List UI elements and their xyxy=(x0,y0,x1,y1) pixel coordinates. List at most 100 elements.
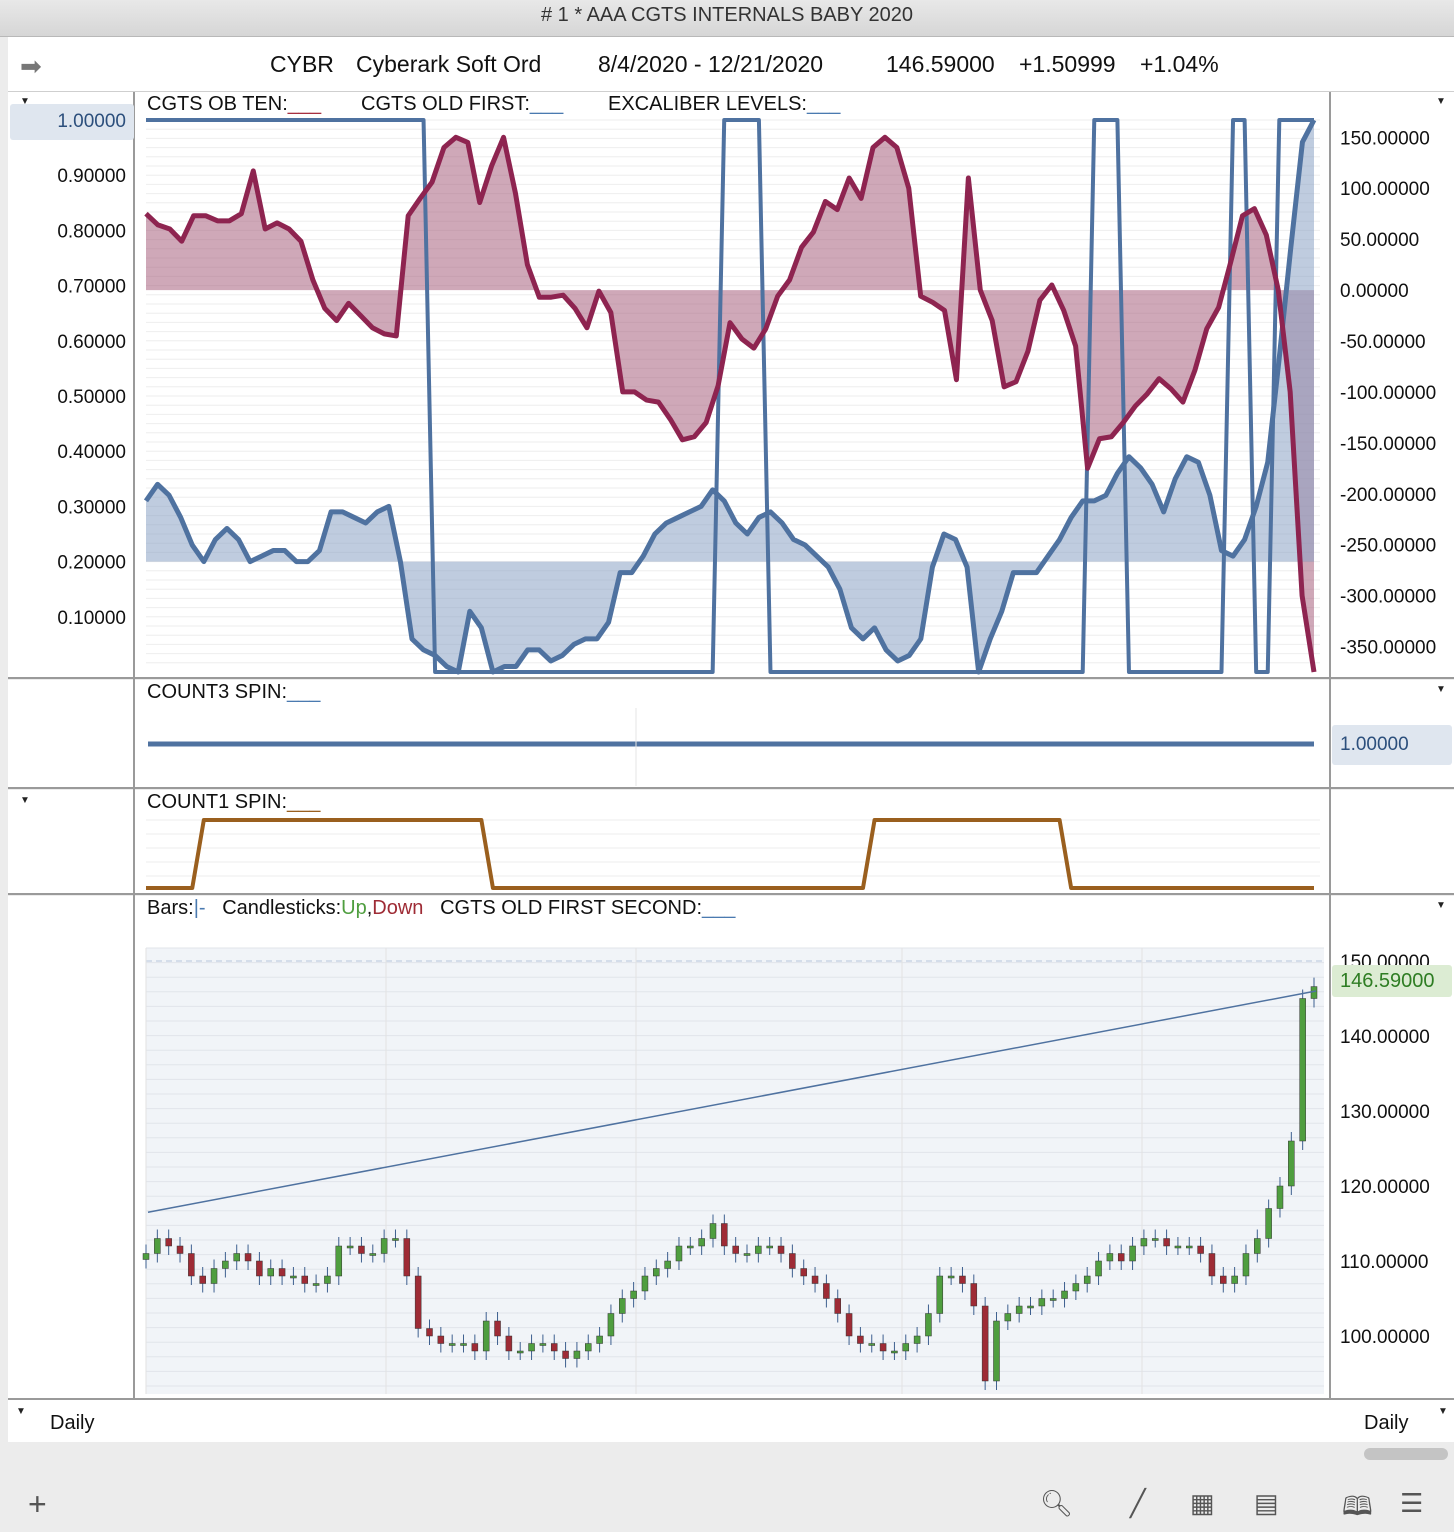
last-price: 146.59000 xyxy=(886,51,995,77)
candle-body xyxy=(188,1253,195,1277)
search-icon[interactable]: 🔍︎ xyxy=(1040,1488,1074,1518)
candle-body xyxy=(1220,1275,1227,1284)
candle-body xyxy=(176,1245,184,1254)
oscillator-fill xyxy=(146,137,1314,672)
left-tick-label: 0.70000 xyxy=(57,277,126,298)
legend-ob-ten[interactable]: CGTS OB TEN:___ xyxy=(147,93,322,115)
candle-body xyxy=(426,1328,433,1337)
legend-count1[interactable]: COUNT1 SPIN:___ xyxy=(147,791,321,813)
right-tick-label: -100.00000 xyxy=(1340,383,1436,404)
candle-body xyxy=(936,1275,944,1314)
period-left[interactable]: Daily xyxy=(50,1412,95,1434)
arrow-right-icon[interactable]: ➡ xyxy=(20,51,42,81)
candle-body xyxy=(335,1245,343,1277)
candle-body xyxy=(278,1268,286,1277)
candle-body xyxy=(721,1223,728,1247)
legend-old-first[interactable]: CGTS OLD FIRST:___ xyxy=(361,93,564,115)
candle-body xyxy=(1299,998,1306,1142)
horizontal-scrollbar[interactable] xyxy=(1364,1448,1448,1460)
panel-menu-icon[interactable]: ▼ xyxy=(1436,900,1446,911)
panel-menu-icon[interactable]: ▼ xyxy=(20,96,30,107)
candle-body xyxy=(1197,1245,1204,1254)
panel-menu-icon[interactable]: ▼ xyxy=(1436,684,1446,695)
candle-body xyxy=(528,1343,535,1352)
panel-layout-icon[interactable]: ▤ xyxy=(1254,1488,1279,1518)
toolbar-footer: + 🔍︎ ╱ ▦ ▤ 🕮︎ ☰ xyxy=(0,1442,1454,1522)
period-menu-icon[interactable]: ▼ xyxy=(1438,1406,1448,1417)
candle-body xyxy=(301,1275,309,1284)
candle-body xyxy=(1242,1253,1250,1277)
candle-body xyxy=(1038,1298,1046,1307)
candle-body xyxy=(947,1275,955,1279)
candle-body xyxy=(981,1305,989,1382)
candle-body xyxy=(1106,1253,1114,1262)
period-menu-icon[interactable]: ▼ xyxy=(16,1406,26,1417)
pct-change: +1.04% xyxy=(1140,51,1219,77)
candle-body xyxy=(505,1335,513,1352)
candle-body xyxy=(414,1275,422,1329)
left-tick-label: 0.60000 xyxy=(57,332,126,353)
candle-body xyxy=(244,1253,252,1262)
candle-body xyxy=(550,1343,558,1352)
candle-body xyxy=(766,1245,773,1249)
candle-body xyxy=(210,1268,218,1284)
menu-icon[interactable]: ☰ xyxy=(1400,1488,1424,1518)
period-right[interactable]: Daily xyxy=(1364,1412,1409,1434)
panel-menu-icon[interactable]: ▼ xyxy=(1436,96,1446,107)
candle-body xyxy=(879,1343,887,1352)
candle-body xyxy=(256,1260,263,1277)
candle-body xyxy=(222,1260,229,1269)
candle-body xyxy=(1004,1313,1012,1322)
candle-body xyxy=(664,1260,671,1269)
candle-body xyxy=(1015,1305,1023,1314)
count3-current-value: 1.00000 xyxy=(1332,725,1452,765)
legend-price[interactable]: Bars:|- Candlesticks:Up,Down CGTS OLD FI… xyxy=(147,897,736,919)
book-icon[interactable]: 🕮︎ xyxy=(1342,1491,1373,1521)
candle-body xyxy=(755,1245,762,1254)
candle-body xyxy=(380,1238,388,1254)
candle-body xyxy=(1163,1238,1170,1247)
right-tick-label: 0.00000 xyxy=(1340,281,1409,302)
ob-ten-line xyxy=(144,134,1317,673)
candle-body xyxy=(1276,1185,1284,1209)
grid-layout-icon[interactable]: ▦ xyxy=(1190,1488,1215,1518)
old-first-fill xyxy=(146,120,1314,672)
candle-body xyxy=(1083,1275,1091,1284)
candle-body xyxy=(596,1335,603,1344)
candle-body xyxy=(460,1343,467,1346)
candle-body xyxy=(165,1238,172,1247)
draw-line-icon[interactable]: ╱ xyxy=(1130,1488,1146,1518)
window-title: # 1 * AAA CGTS INTERNALS BABY 2020 xyxy=(0,0,1454,37)
candle-body xyxy=(448,1343,456,1346)
candle-body xyxy=(925,1313,932,1337)
candle-body xyxy=(199,1275,206,1284)
candle-body xyxy=(482,1320,490,1352)
candle-body xyxy=(607,1313,615,1337)
candle-body xyxy=(233,1253,240,1262)
candle-body xyxy=(641,1275,649,1292)
candle-body xyxy=(823,1283,830,1299)
symbol[interactable]: CYBR xyxy=(270,51,334,77)
count1-line xyxy=(146,818,1314,890)
candle-body xyxy=(1095,1260,1102,1277)
left-tick-label: 0.80000 xyxy=(57,221,126,242)
candle-body xyxy=(698,1238,705,1247)
net-change: +1.50999 xyxy=(1019,51,1116,77)
legend-count3[interactable]: COUNT3 SPIN:___ xyxy=(147,681,321,703)
candle-body xyxy=(1174,1245,1182,1249)
right-tick-label: -50.00000 xyxy=(1340,332,1426,353)
candle-body xyxy=(993,1320,1000,1382)
candle-body xyxy=(562,1350,569,1359)
candle-body xyxy=(437,1335,445,1344)
candle-body xyxy=(857,1335,864,1344)
panel-menu-icon[interactable]: ▼ xyxy=(20,795,30,806)
price-current-value: 146.59000 xyxy=(1332,965,1452,997)
candle-body xyxy=(539,1343,547,1346)
candle-body xyxy=(687,1245,694,1249)
add-icon[interactable]: + xyxy=(28,1486,47,1522)
candle-body xyxy=(346,1245,354,1249)
legend-excaliber[interactable]: EXCALIBER LEVELS:___ xyxy=(608,93,841,115)
candle-body xyxy=(1208,1253,1216,1277)
candle-body xyxy=(902,1343,910,1352)
